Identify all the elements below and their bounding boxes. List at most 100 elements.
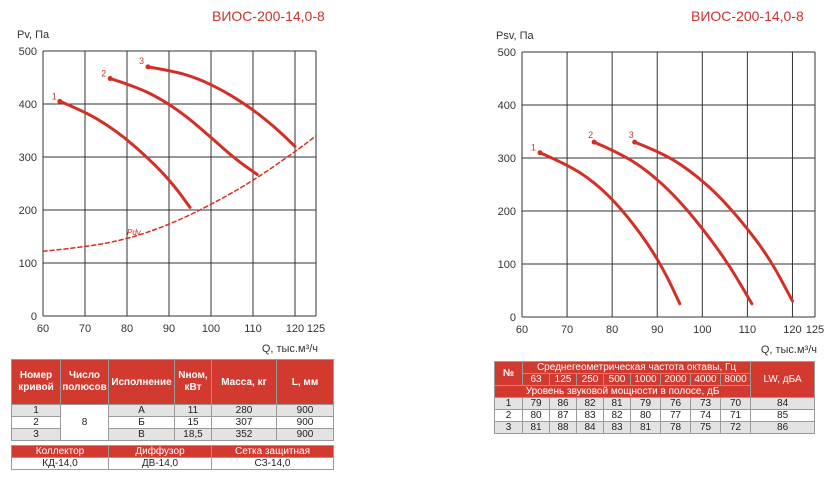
left-x-tick-label: 90 — [163, 323, 175, 335]
spec-cell-num: 3 — [11, 428, 61, 441]
spec-table: Номер кривой Число полюсов Исполнение Nн… — [11, 359, 334, 441]
left-y-tick-label: 500 — [19, 46, 37, 58]
left-series-1-label: 1 — [52, 91, 57, 101]
spec-cell-length: 900 — [276, 416, 334, 429]
right-x-tick-label: 110 — [739, 324, 757, 336]
accessory-header-diffuser: Диффузор — [108, 445, 212, 458]
accessory-value-grid: СЗ-14,0 — [211, 457, 334, 470]
left-y-tick-label: 200 — [19, 205, 37, 217]
right-y-tick-label: 400 — [498, 100, 516, 112]
left-series-pdv-label: Pdv — [127, 228, 142, 237]
left-series-2-line — [108, 77, 259, 176]
spec-cell-variant: А — [108, 404, 175, 417]
spec-cell-mass: 307 — [211, 416, 277, 429]
sound-cell: 84 — [576, 421, 604, 434]
right-y-tick-label: 300 — [498, 153, 516, 165]
right-series-1-start-point — [537, 150, 543, 156]
left-series-1-line — [58, 99, 192, 209]
left-x-tick-label: 120 — [286, 323, 304, 335]
sound-cell: 79 — [630, 397, 661, 410]
sound-cell: 77 — [660, 409, 691, 422]
sound-cell: 78 — [660, 421, 691, 434]
accessory-value-collector: КД-14,0 — [11, 457, 109, 470]
spec-cell-poles: 8 — [60, 404, 109, 441]
right-series-2-line — [592, 140, 754, 306]
right-x-tick-label: 90 — [651, 324, 663, 336]
sound-cell: 83 — [603, 421, 631, 434]
left-y-tick-label: 300 — [19, 152, 37, 164]
sound-header-num: № — [494, 361, 523, 386]
right-series-1-label: 1 — [531, 143, 536, 153]
sound-cell: 82 — [576, 397, 604, 410]
spec-cell-length: 900 — [276, 404, 334, 417]
spec-cell-power: 18,5 — [174, 428, 212, 441]
sound-cell: 81 — [630, 421, 661, 434]
sound-cell: 88 — [549, 421, 577, 434]
right-y-tick-label: 200 — [498, 206, 516, 218]
spec-header-curve: Номер кривой — [11, 359, 61, 405]
left-x-axis-label: Q, тыс.м³/ч — [262, 343, 318, 355]
sound-cell-lw: 85 — [750, 409, 816, 422]
right-y-tick-label: 100 — [498, 259, 516, 271]
right-x-tick-label: 80 — [606, 324, 618, 336]
sound-cell: 79 — [522, 397, 550, 410]
right-series-2-label: 2 — [588, 130, 593, 140]
spec-cell-power: 11 — [174, 404, 212, 417]
right-x-tick-label: 125 — [806, 324, 824, 336]
freq-cell: 63 — [522, 373, 550, 386]
sound-header-level: Уровень звуковой мощности в полосе, дБ — [493, 385, 752, 398]
left-y-tick-label: 0 — [31, 311, 37, 323]
freq-cell: 250 — [576, 373, 604, 386]
right-chart-title: ВИОС-200-14,0-8 — [691, 8, 804, 24]
right-x-tick-label: 100 — [693, 324, 711, 336]
sound-row-num: 1 — [494, 397, 523, 410]
spec-cell-variant: Б — [108, 416, 175, 429]
spec-cell-length: 900 — [276, 428, 334, 441]
sound-cell: 81 — [522, 421, 550, 434]
sound-row-num: 3 — [494, 421, 523, 434]
right-x-axis-label: Q, тыс.м³/ч — [761, 344, 817, 356]
sound-cell: 71 — [719, 409, 752, 422]
sound-cell: 72 — [719, 421, 752, 434]
sound-cell-lw: 84 — [750, 397, 816, 410]
sound-header-lw: LW, дБА — [750, 361, 816, 398]
sound-table: № Среднегеометрическая частота октавы, Г… — [493, 361, 816, 434]
right-x-tick-label: 70 — [561, 324, 573, 336]
right-y-axis-label: Psv, Па — [496, 30, 535, 42]
left-chart-title: ВИОС-200-14,0-8 — [212, 8, 325, 24]
spec-cell-num: 1 — [11, 404, 61, 417]
spec-header-power: Nном, кВт — [174, 359, 212, 405]
sound-cell: 80 — [630, 409, 661, 422]
spec-cell-mass: 352 — [211, 428, 277, 441]
left-x-tick-label: 60 — [37, 323, 49, 335]
sound-cell: 81 — [603, 397, 631, 410]
left-series-2-start-point — [107, 76, 113, 82]
right-series-3-start-point — [632, 139, 638, 145]
right-series-3-line — [633, 140, 794, 303]
sound-row-num: 2 — [494, 409, 523, 422]
right-series-1-line — [538, 151, 682, 306]
right-series-2-start-point — [591, 139, 597, 145]
sound-cell: 83 — [576, 409, 604, 422]
accessory-header-grid: Сетка защитная — [211, 445, 334, 458]
freq-cell: 1000 — [630, 373, 661, 386]
freq-cell: 500 — [603, 373, 631, 386]
sound-cell: 82 — [603, 409, 631, 422]
left-x-tick-label: 70 — [79, 323, 91, 335]
spec-cell-power: 15 — [174, 416, 212, 429]
spec-cell-variant: В — [108, 428, 175, 441]
right-y-tick-label: 0 — [510, 312, 516, 324]
left-x-tick-label: 125 — [307, 323, 325, 335]
spec-cell-mass: 280 — [211, 404, 277, 417]
left-series-3-start-point — [145, 64, 151, 70]
left-x-tick-label: 80 — [121, 323, 133, 335]
sound-cell: 76 — [660, 397, 691, 410]
spec-header-variant: Исполнение — [108, 359, 175, 405]
right-x-tick-label: 60 — [516, 324, 528, 336]
spec-header-poles: Число полюсов — [60, 359, 109, 405]
left-series-3-line — [146, 65, 297, 148]
sound-cell: 86 — [549, 397, 577, 410]
sound-cell: 73 — [690, 397, 721, 410]
left-y-axis-label: Pv, Па — [17, 29, 50, 41]
